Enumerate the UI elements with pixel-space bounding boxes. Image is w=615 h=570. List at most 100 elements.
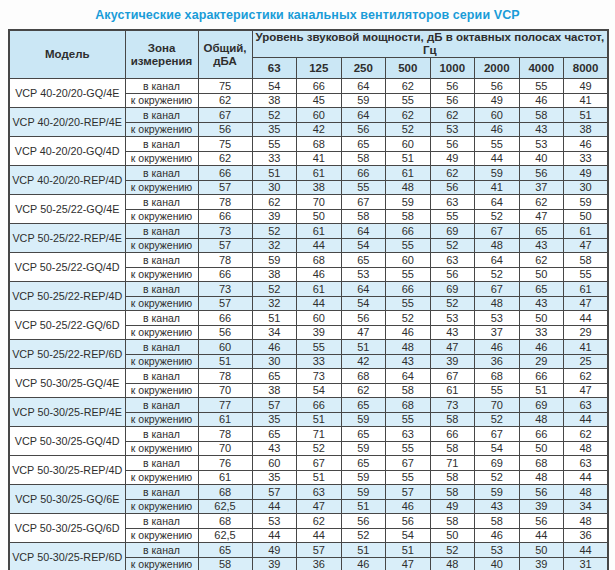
zone-label: в канал [125, 79, 198, 94]
model-name: VCP 50-30/25-GQ/4D [9, 427, 125, 456]
level-value: 55 [386, 267, 431, 282]
table-row: VCP 40-20/20-GQ/4Eв канал755466646256565… [9, 79, 608, 94]
level-value: 57 [252, 485, 297, 500]
level-value: 58 [341, 151, 386, 166]
table-row: VCP 40-20/20-REP/4Dв канал66516166616259… [9, 166, 608, 181]
level-value: 56 [519, 485, 564, 500]
total-dba-value: 68 [198, 514, 252, 529]
level-value: 42 [297, 122, 342, 137]
total-dba-value: 78 [198, 427, 252, 442]
level-value: 57 [252, 398, 297, 413]
level-value: 36 [297, 557, 342, 570]
level-value: 58 [341, 209, 386, 224]
total-dba-value: 66 [198, 209, 252, 224]
level-value: 56 [519, 514, 564, 529]
level-value: 62 [564, 369, 609, 384]
level-value: 43 [386, 354, 431, 369]
total-dba-value: 62,5 [198, 499, 252, 514]
level-value: 65 [252, 427, 297, 442]
level-value: 66 [341, 166, 386, 181]
total-dba-value: 61 [198, 470, 252, 485]
level-value: 55 [252, 137, 297, 152]
level-value: 41 [564, 93, 609, 108]
level-value: 68 [475, 369, 520, 384]
level-value: 43 [519, 296, 564, 311]
level-value: 58 [519, 108, 564, 123]
zone-label: к окружению [125, 499, 198, 514]
zone-label: в канал [125, 340, 198, 355]
level-value: 46 [297, 267, 342, 282]
level-value: 37 [519, 180, 564, 195]
table-row: VCP 50-25/22-REP/4Dв канал73526164666967… [9, 282, 608, 297]
level-value: 62 [386, 108, 431, 123]
level-value: 44 [252, 499, 297, 514]
level-value: 52 [386, 311, 431, 326]
level-value: 62 [430, 166, 475, 181]
level-value: 50 [430, 528, 475, 543]
level-value: 51 [519, 383, 564, 398]
level-value: 39 [519, 499, 564, 514]
level-value: 61 [564, 224, 609, 239]
level-value: 58 [386, 383, 431, 398]
level-value: 56 [430, 93, 475, 108]
level-value: 38 [564, 122, 609, 137]
zone-label: к окружению [125, 93, 198, 108]
level-value: 66 [297, 398, 342, 413]
table-row: VCP 50-30/25-GQ/6Eв канал685763595758595… [9, 485, 608, 500]
level-value: 56 [430, 137, 475, 152]
level-value: 50 [519, 543, 564, 558]
level-value: 46 [475, 340, 520, 355]
level-value: 59 [341, 470, 386, 485]
level-value: 49 [252, 543, 297, 558]
zone-label: в канал [125, 224, 198, 239]
model-name: VCP 40-20/20-REP/4D [9, 166, 125, 195]
table-row: VCP 50-25/22-GQ/4Dв канал785968656063646… [9, 253, 608, 268]
level-value: 48 [564, 441, 609, 456]
level-value: 55 [386, 93, 431, 108]
total-dba-value: 62 [198, 93, 252, 108]
model-name: VCP 40-20/20-GQ/4E [9, 79, 125, 108]
level-value: 38 [252, 93, 297, 108]
level-value: 29 [519, 354, 564, 369]
col-header-freq-500: 500 [386, 58, 431, 79]
level-value: 55 [386, 470, 431, 485]
zone-label: в канал [125, 108, 198, 123]
level-value: 55 [297, 340, 342, 355]
level-value: 39 [252, 557, 297, 570]
table-row: VCP 50-30/25-REP/6Dв канал65495751515253… [9, 543, 608, 558]
level-value: 56 [475, 79, 520, 94]
level-value: 57 [297, 543, 342, 558]
total-dba-value: 61 [198, 412, 252, 427]
table-row: VCP 50-30/25-REP/4Eв канал77576665687370… [9, 398, 608, 413]
level-value: 51 [341, 499, 386, 514]
model-name: VCP 50-30/25-REP/4D [9, 456, 125, 485]
level-value: 68 [297, 137, 342, 152]
level-value: 71 [297, 427, 342, 442]
table-row: VCP 40-20/20-REP/4Eв канал67526064626260… [9, 108, 608, 123]
level-value: 58 [564, 253, 609, 268]
level-value: 61 [564, 282, 609, 297]
level-value: 59 [386, 195, 431, 210]
level-value: 59 [252, 253, 297, 268]
level-value: 50 [519, 311, 564, 326]
level-value: 66 [430, 427, 475, 442]
level-value: 63 [297, 485, 342, 500]
level-value: 35 [252, 412, 297, 427]
total-dba-value: 75 [198, 79, 252, 94]
level-value: 52 [475, 267, 520, 282]
level-value: 53 [475, 311, 520, 326]
level-value: 51 [386, 543, 431, 558]
level-value: 51 [341, 340, 386, 355]
level-value: 53 [252, 514, 297, 529]
level-value: 55 [386, 296, 431, 311]
level-value: 66 [519, 369, 564, 384]
level-value: 49 [564, 166, 609, 181]
total-dba-value: 73 [198, 282, 252, 297]
level-value: 62 [297, 514, 342, 529]
level-value: 65 [519, 282, 564, 297]
level-value: 55 [386, 238, 431, 253]
level-value: 45 [297, 93, 342, 108]
level-value: 48 [430, 557, 475, 570]
level-value: 60 [475, 108, 520, 123]
model-name: VCP 50-30/25-GQ/6D [9, 514, 125, 543]
